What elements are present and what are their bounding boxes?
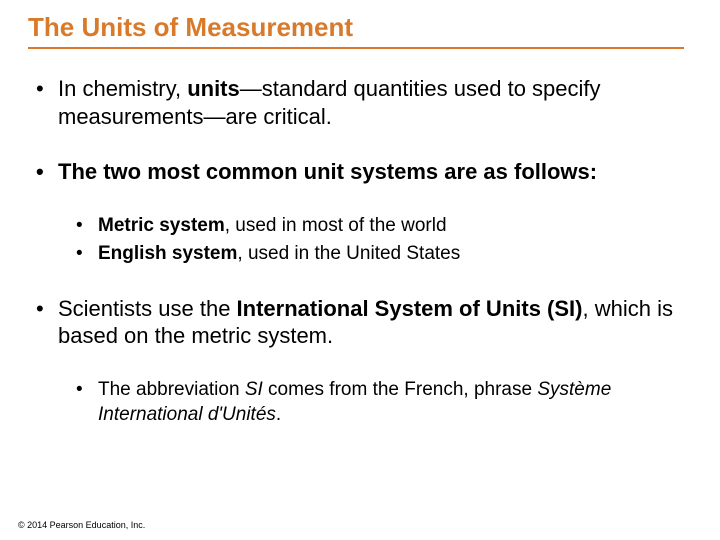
text-bold: units xyxy=(187,76,240,101)
text-bold: International System of Units (SI) xyxy=(237,296,583,321)
copyright-footer: © 2014 Pearson Education, Inc. xyxy=(18,520,145,530)
slide-title: The Units of Measurement xyxy=(28,12,684,43)
bullet-3: Scientists use the International System … xyxy=(36,295,684,350)
text-bold: Metric system xyxy=(98,215,225,236)
text: The abbreviation xyxy=(98,379,245,400)
bullet-1: In chemistry, units—standard quantities … xyxy=(36,75,684,130)
text-bold: The two most common unit systems are as … xyxy=(58,159,597,184)
text: In chemistry, xyxy=(58,76,187,101)
title-rule xyxy=(28,47,684,49)
text: , used in most of the world xyxy=(225,215,447,236)
text: comes from the French, phrase xyxy=(263,379,538,400)
bullet-2a: Metric system, used in most of the world xyxy=(76,214,684,239)
bullet-3-subgroup: The abbreviation SI comes from the Frenc… xyxy=(36,378,684,427)
bullet-2: The two most common unit systems are as … xyxy=(36,158,684,186)
bullet-2-subgroup: Metric system, used in most of the world… xyxy=(36,214,684,267)
text: Scientists use the xyxy=(58,296,237,321)
text-bold: English system xyxy=(98,243,237,264)
bullet-3a: The abbreviation SI comes from the Frenc… xyxy=(76,378,684,427)
bullet-2b: English system, used in the United State… xyxy=(76,242,684,267)
text: . xyxy=(276,404,281,425)
text: , used in the United States xyxy=(237,243,460,264)
text-italic: SI xyxy=(245,379,263,400)
